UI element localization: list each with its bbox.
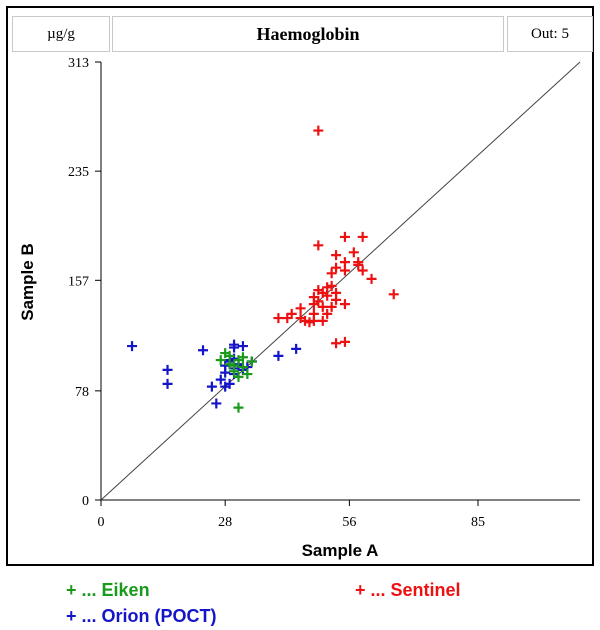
identity-line bbox=[100, 61, 581, 501]
data-point-orion-poct bbox=[229, 339, 240, 350]
data-point-sentinel bbox=[322, 308, 333, 319]
data-point-orion-poct bbox=[211, 398, 222, 409]
legend-item-orion: + ... Orion (POCT) bbox=[66, 606, 217, 627]
legend-marker: + bbox=[66, 606, 77, 626]
legend-label: ... Orion (POCT) bbox=[81, 606, 217, 626]
y-axis-title: Sample B bbox=[18, 243, 37, 320]
data-point-sentinel bbox=[339, 257, 350, 268]
data-point-orion-poct bbox=[162, 364, 173, 375]
data-point-sentinel bbox=[357, 265, 368, 276]
y-tick-label: 0 bbox=[82, 494, 89, 509]
data-point-orion-poct bbox=[291, 343, 302, 354]
y-tick-label: 235 bbox=[68, 165, 89, 180]
data-point-sentinel bbox=[317, 301, 328, 312]
data-point-orion-poct bbox=[206, 381, 217, 392]
data-point-sentinel bbox=[322, 282, 333, 293]
legend-label: ... Sentinel bbox=[370, 580, 461, 600]
legend-marker: + bbox=[355, 580, 366, 600]
out-count-box: Out: 5 bbox=[507, 16, 593, 52]
data-point-sentinel bbox=[326, 268, 337, 279]
chart-frame bbox=[6, 6, 594, 566]
data-point-orion-poct bbox=[273, 350, 284, 361]
data-point-eiken bbox=[224, 359, 235, 370]
data-point-orion-poct bbox=[127, 341, 138, 352]
data-point-orion-poct bbox=[237, 341, 248, 352]
data-point-sentinel bbox=[304, 317, 315, 328]
data-point-eiken bbox=[246, 356, 257, 367]
data-point-sentinel bbox=[295, 303, 306, 314]
data-point-eiken bbox=[237, 352, 248, 363]
data-point-eiken bbox=[233, 371, 244, 382]
data-point-eiken bbox=[237, 362, 248, 373]
legend-marker: + bbox=[66, 580, 77, 600]
chart-title: Haemoglobin bbox=[256, 23, 360, 44]
title-box: Haemoglobin bbox=[112, 16, 504, 52]
data-point-sentinel bbox=[357, 231, 368, 242]
data-point-sentinel bbox=[313, 125, 324, 136]
y-tick-label: 313 bbox=[68, 56, 89, 71]
data-point-sentinel bbox=[326, 301, 337, 312]
x-tick-label: 0 bbox=[98, 515, 105, 530]
data-point-sentinel bbox=[339, 265, 350, 276]
out-label: Out: bbox=[531, 25, 558, 42]
data-point-sentinel bbox=[331, 262, 342, 273]
data-point-orion-poct bbox=[162, 378, 173, 389]
x-tick-label: 85 bbox=[471, 515, 485, 530]
legend-item-sentinel: + ... Sentinel bbox=[355, 580, 461, 601]
data-point-eiken bbox=[242, 369, 253, 380]
data-point-sentinel bbox=[273, 313, 284, 324]
identity-line-group bbox=[100, 61, 581, 501]
data-point-sentinel bbox=[388, 289, 399, 300]
data-point-sentinel bbox=[308, 315, 319, 326]
legend-item-eiken: + ... Eiken bbox=[66, 580, 150, 601]
unit-box: µg/g bbox=[12, 16, 110, 52]
legend-label: ... Eiken bbox=[81, 580, 150, 600]
data-point-sentinel bbox=[331, 287, 342, 298]
data-point-sentinel bbox=[282, 313, 293, 324]
axes: 0 78 157 235 313 0 28 56 85 bbox=[68, 56, 580, 530]
data-point-orion-poct bbox=[198, 345, 209, 356]
data-point-eiken bbox=[224, 350, 235, 361]
data-point-sentinel bbox=[339, 299, 350, 310]
data-point-sentinel bbox=[348, 247, 359, 258]
x-tick-label: 28 bbox=[218, 515, 232, 530]
y-tick-label: 157 bbox=[68, 274, 89, 289]
x-axis-title: Sample A bbox=[302, 541, 379, 560]
data-points bbox=[127, 125, 399, 413]
out-value: 5 bbox=[561, 25, 569, 42]
data-point-sentinel bbox=[331, 250, 342, 261]
data-point-sentinel bbox=[313, 240, 324, 251]
data-point-sentinel bbox=[353, 259, 364, 270]
data-point-orion-poct bbox=[215, 374, 226, 385]
x-tick-label: 56 bbox=[342, 515, 356, 530]
data-point-sentinel bbox=[331, 338, 342, 349]
data-point-eiken bbox=[215, 355, 226, 366]
data-point-eiken bbox=[233, 402, 244, 413]
data-point-sentinel bbox=[339, 336, 350, 347]
data-point-sentinel bbox=[339, 231, 350, 242]
data-point-sentinel bbox=[366, 273, 377, 284]
y-tick-label: 78 bbox=[75, 385, 89, 400]
data-point-sentinel bbox=[326, 280, 337, 291]
data-point-sentinel bbox=[300, 315, 311, 326]
data-point-sentinel bbox=[313, 285, 324, 296]
data-point-sentinel bbox=[308, 299, 319, 310]
unit-label: µg/g bbox=[47, 25, 75, 42]
data-point-eiken bbox=[229, 360, 240, 371]
data-point-sentinel bbox=[317, 315, 328, 326]
data-point-orion-poct bbox=[224, 378, 235, 389]
